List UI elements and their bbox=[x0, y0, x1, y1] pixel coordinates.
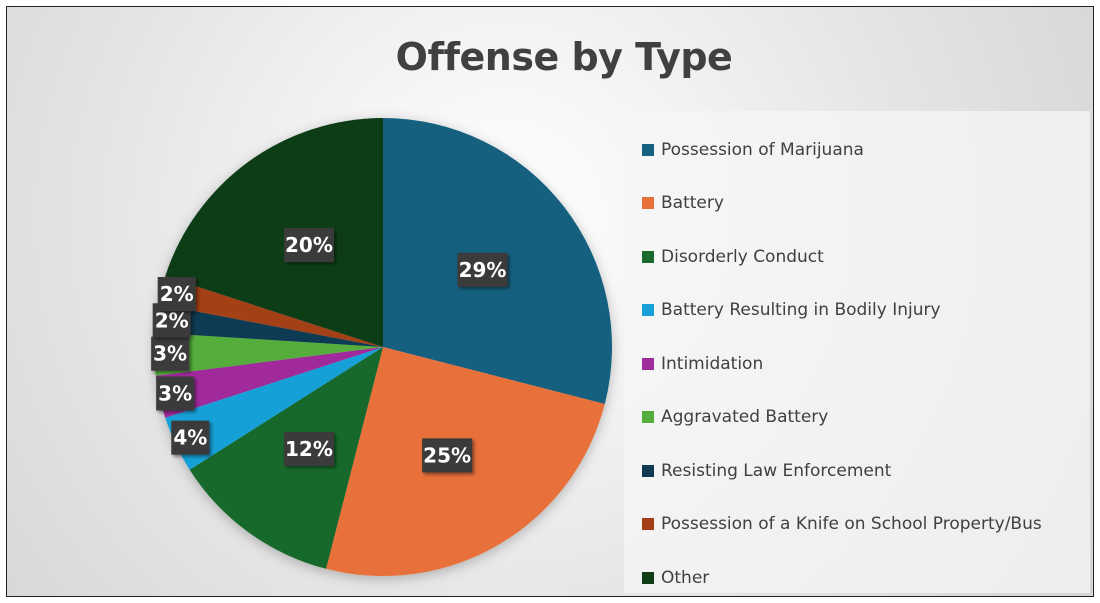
pie-slice-resisting-law-enforcement bbox=[154, 304, 383, 347]
pie-slice-intimidation bbox=[155, 347, 383, 418]
data-label: 25% bbox=[422, 438, 473, 473]
data-label: 4% bbox=[171, 420, 210, 455]
data-label: 29% bbox=[457, 252, 508, 287]
data-label-box bbox=[457, 252, 508, 287]
data-label-box bbox=[283, 228, 334, 263]
data-label-text: 3% bbox=[158, 381, 192, 405]
data-label: 3% bbox=[151, 336, 190, 371]
data-label-text: 12% bbox=[285, 437, 333, 461]
legend-item: Battery Resulting in Bodily Injury bbox=[642, 284, 1090, 338]
data-label: 2% bbox=[157, 277, 196, 312]
data-label-text: 25% bbox=[423, 443, 471, 467]
legend-item: Possession of a Knife on School Property… bbox=[642, 498, 1090, 552]
legend-swatch bbox=[642, 197, 654, 210]
legend-label: Other bbox=[661, 567, 710, 588]
chart-frame: Offense by Type 29% 25% 12% 4% 3% 3% 2% 2% 20% P… bbox=[6, 6, 1094, 597]
pie-chart: 29% 25% 12% 4% 3% 3% 2%2% 20% bbox=[151, 118, 612, 576]
legend-label: Aggravated Battery bbox=[661, 407, 829, 428]
legend-label: Disorderly Conduct bbox=[661, 246, 824, 267]
legend-label: Resisting Law Enforcement bbox=[661, 460, 892, 481]
data-label-box bbox=[283, 431, 334, 466]
chart-title: Offense by Type bbox=[395, 35, 733, 79]
legend-label: Possession of a Knife on School Property… bbox=[661, 514, 1042, 535]
legend-item: Resisting Law Enforcement bbox=[642, 444, 1090, 498]
legend-label: Battery bbox=[661, 193, 724, 214]
legend-item: Possession of Marijuana bbox=[642, 123, 1090, 177]
legend-item: Other bbox=[642, 551, 1090, 596]
legend-item: Aggravated Battery bbox=[642, 391, 1090, 445]
legend-swatch bbox=[642, 250, 654, 263]
legend-label: Battery Resulting in Bodily Injury bbox=[661, 300, 941, 321]
data-label-text: 2% bbox=[160, 282, 194, 306]
pie-slice-aggravated-battery bbox=[154, 332, 383, 376]
data-label: 20% bbox=[283, 228, 334, 263]
data-label-text: 29% bbox=[459, 258, 507, 282]
legend-swatch bbox=[642, 411, 654, 424]
legend-item: Battery bbox=[642, 177, 1090, 231]
data-label-text: 20% bbox=[285, 233, 333, 257]
data-label-box bbox=[157, 277, 196, 312]
pie-slice-other bbox=[165, 118, 383, 347]
data-label-text: 2% bbox=[155, 308, 189, 332]
pie-slice-possession-of-a-knife-on-school-property-bus bbox=[158, 276, 383, 347]
data-label-box bbox=[171, 420, 210, 455]
data-label-text: 4% bbox=[173, 426, 207, 450]
legend: Possession of Marijuana Battery Disorderly… bbox=[624, 111, 1090, 593]
legend-swatch bbox=[642, 571, 654, 584]
legend-swatch bbox=[642, 304, 654, 317]
legend-swatch bbox=[642, 464, 654, 477]
data-label: 3% bbox=[156, 376, 195, 411]
data-label-box bbox=[151, 336, 190, 371]
legend-item: Disorderly Conduct bbox=[642, 230, 1090, 284]
legend-label: Intimidation bbox=[661, 353, 764, 374]
legend-swatch bbox=[642, 143, 654, 156]
legend-label: Possession of Marijuana bbox=[661, 139, 864, 160]
legend-swatch bbox=[642, 518, 654, 531]
data-label-box bbox=[422, 438, 473, 473]
legend-swatch bbox=[642, 357, 654, 370]
data-label-text: 3% bbox=[153, 342, 187, 366]
data-label: 12% bbox=[283, 431, 334, 466]
pie-slice-battery-resulting-in-bodily-injury bbox=[165, 347, 383, 470]
legend-item: Intimidation bbox=[642, 337, 1090, 391]
data-label-box bbox=[156, 376, 195, 411]
